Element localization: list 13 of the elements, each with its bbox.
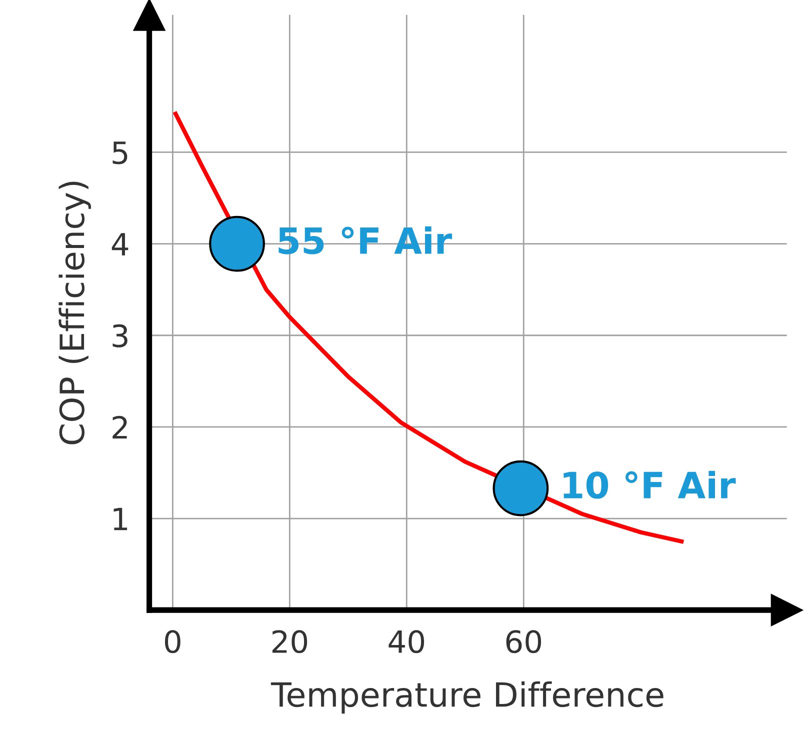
y-tick-label: 1 xyxy=(114,508,128,530)
x-tick-label: 0 xyxy=(164,630,180,654)
y-tick-label: 2 xyxy=(112,416,127,439)
x-tick-label: 40 xyxy=(388,630,424,654)
y-tick-label: 3 xyxy=(112,324,128,348)
x-axis-title: Temperature Difference xyxy=(270,681,664,714)
y-tick-label: 5 xyxy=(112,142,128,164)
x-tick-label: 60 xyxy=(506,630,542,654)
annotation: 55 °F Air xyxy=(278,226,452,254)
y-tick-label: 4 xyxy=(112,233,128,256)
x-tick-label: 20 xyxy=(272,630,308,654)
annotation: 10 °F Air xyxy=(564,470,736,499)
y-axis-title: COP (Efficiency) xyxy=(58,182,91,444)
